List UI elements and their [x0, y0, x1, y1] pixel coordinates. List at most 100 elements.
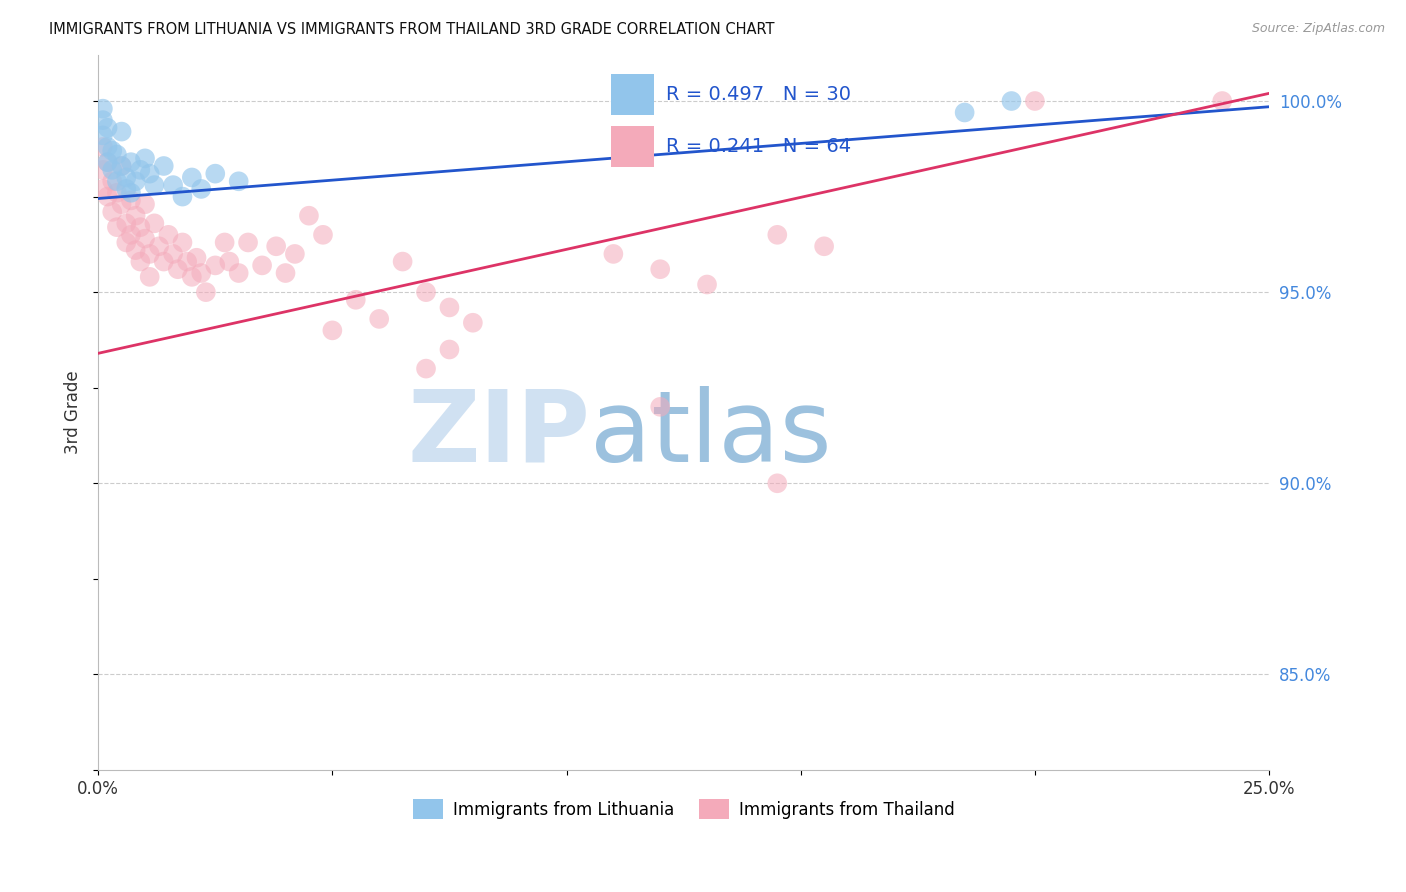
Text: IMMIGRANTS FROM LITHUANIA VS IMMIGRANTS FROM THAILAND 3RD GRADE CORRELATION CHAR: IMMIGRANTS FROM LITHUANIA VS IMMIGRANTS … — [49, 22, 775, 37]
Point — [115, 170, 138, 185]
Point — [813, 239, 835, 253]
Point — [250, 259, 273, 273]
Point — [138, 167, 160, 181]
Text: atlas: atlas — [591, 385, 831, 483]
Point — [96, 120, 118, 135]
Point — [190, 266, 212, 280]
Point — [134, 197, 156, 211]
Point — [180, 269, 202, 284]
Point — [91, 128, 114, 143]
Point — [120, 227, 142, 242]
Point — [110, 197, 132, 211]
Point — [134, 232, 156, 246]
Point — [96, 189, 118, 203]
Point — [166, 262, 188, 277]
Point — [143, 216, 166, 230]
Y-axis label: 3rd Grade: 3rd Grade — [65, 371, 82, 454]
Point — [696, 277, 718, 292]
Point — [1000, 94, 1022, 108]
Point — [110, 159, 132, 173]
Point — [120, 186, 142, 200]
Point — [138, 247, 160, 261]
Point — [298, 209, 321, 223]
Point — [91, 113, 114, 128]
Point — [172, 235, 194, 250]
Point — [110, 125, 132, 139]
Point — [110, 159, 132, 173]
Point — [152, 159, 174, 173]
Point — [214, 235, 236, 250]
Point — [415, 285, 437, 300]
Point — [124, 209, 146, 223]
Bar — [610, 126, 654, 167]
Point — [312, 227, 335, 242]
Point — [129, 162, 152, 177]
Point — [321, 323, 343, 337]
Point — [138, 269, 160, 284]
Point — [1024, 94, 1046, 108]
Point — [1211, 94, 1233, 108]
Point — [602, 247, 624, 261]
Point — [953, 105, 976, 120]
Point — [120, 194, 142, 208]
Point — [190, 182, 212, 196]
Point — [391, 254, 413, 268]
Text: Source: ZipAtlas.com: Source: ZipAtlas.com — [1251, 22, 1385, 36]
Point — [120, 155, 142, 169]
Point — [148, 239, 170, 253]
Point — [115, 216, 138, 230]
Point — [105, 220, 128, 235]
Point — [91, 182, 114, 196]
Point — [650, 262, 672, 277]
Point — [204, 167, 226, 181]
Point — [91, 140, 114, 154]
Point — [134, 152, 156, 166]
Point — [204, 259, 226, 273]
Point — [129, 220, 152, 235]
Point — [101, 144, 124, 158]
Point — [228, 266, 250, 280]
Point — [124, 174, 146, 188]
Point — [96, 155, 118, 169]
Text: R = 0.497   N = 30: R = 0.497 N = 30 — [666, 85, 852, 103]
Point — [96, 155, 118, 169]
Legend: Immigrants from Lithuania, Immigrants from Thailand: Immigrants from Lithuania, Immigrants fr… — [406, 792, 962, 826]
Bar — [610, 74, 654, 114]
Point — [105, 186, 128, 200]
Point — [162, 247, 184, 261]
Text: R = 0.241   N = 64: R = 0.241 N = 64 — [666, 137, 852, 156]
Point — [115, 235, 138, 250]
Point — [766, 227, 789, 242]
Point — [766, 476, 789, 491]
Point — [105, 147, 128, 161]
Point — [236, 235, 259, 250]
Point — [91, 102, 114, 116]
Point — [218, 254, 240, 268]
Point — [368, 312, 391, 326]
Point — [228, 174, 250, 188]
Point — [157, 227, 180, 242]
Point — [439, 343, 461, 357]
Point — [176, 254, 198, 268]
Point — [180, 170, 202, 185]
Point — [439, 301, 461, 315]
Point — [143, 178, 166, 193]
Point — [96, 140, 118, 154]
Point — [274, 266, 297, 280]
Point — [129, 254, 152, 268]
Point — [284, 247, 307, 261]
Point — [415, 361, 437, 376]
Point — [650, 400, 672, 414]
Text: ZIP: ZIP — [408, 385, 591, 483]
Point — [152, 254, 174, 268]
Point — [186, 251, 208, 265]
Point — [194, 285, 217, 300]
Point — [461, 316, 484, 330]
Point — [162, 178, 184, 193]
Point — [172, 189, 194, 203]
Point — [101, 174, 124, 188]
Point — [101, 205, 124, 219]
Point — [91, 162, 114, 177]
Point — [115, 182, 138, 196]
Point — [264, 239, 287, 253]
